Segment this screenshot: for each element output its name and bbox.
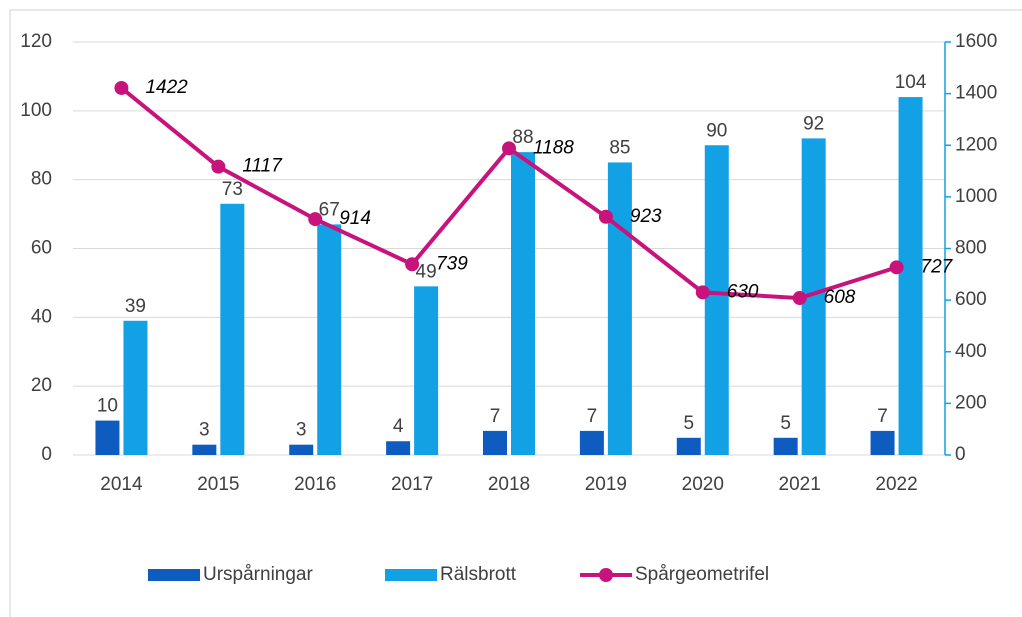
line-value-label: 923 (630, 206, 662, 227)
bar-value-label: 85 (609, 137, 630, 158)
y2-tick-label: 1400 (955, 83, 997, 104)
chart-frame (9, 9, 1022, 617)
bar (511, 152, 535, 455)
bar-value-label: 49 (416, 261, 437, 282)
bar (414, 286, 439, 455)
bar (123, 320, 148, 455)
line-marker (889, 260, 904, 275)
bar (898, 97, 923, 456)
bar (607, 162, 632, 456)
bar (704, 145, 729, 455)
x-tick-label: 2021 (779, 474, 821, 495)
x-tick-label: 2017 (391, 474, 433, 495)
legend-swatch (148, 569, 200, 581)
bar-value-label: 92 (803, 113, 824, 134)
line-value-label: 1117 (242, 156, 283, 177)
bar-value-label: 5 (683, 413, 694, 434)
y2-tick-label: 1000 (955, 186, 997, 207)
line-marker (405, 257, 420, 272)
legend-swatch (385, 569, 437, 581)
y2-tick-label: 400 (955, 341, 987, 362)
bar-value-label: 73 (222, 179, 243, 200)
line-marker (211, 159, 226, 174)
y-tick-label: 120 (20, 31, 52, 52)
x-tick-label: 2015 (197, 474, 239, 495)
bar-value-label: 90 (706, 120, 727, 141)
bar-value-label: 5 (780, 413, 791, 434)
line-marker (114, 80, 129, 95)
y-tick-label: 20 (31, 375, 52, 396)
y2-tick-label: 200 (955, 392, 987, 413)
bar-value-label: 104 (895, 72, 927, 93)
x-tick-label: 2020 (682, 474, 724, 495)
legend-label: Urspårningar (203, 564, 313, 585)
y2-tick-label: 800 (955, 238, 987, 259)
bar (483, 430, 507, 455)
line-marker (598, 209, 613, 224)
bar (773, 437, 798, 455)
line-marker (695, 285, 710, 300)
line-value-label: 1422 (145, 77, 188, 98)
bar (95, 420, 120, 455)
x-tick-label: 2019 (585, 474, 627, 495)
line-value-label: 1188 (533, 137, 574, 158)
bar (317, 224, 342, 455)
line-marker (502, 141, 516, 156)
bar-value-label: 3 (199, 420, 210, 441)
bar-value-label: 4 (393, 416, 404, 437)
line-value-label: 727 (921, 256, 954, 277)
x-tick-label: 2014 (100, 474, 143, 495)
legend-label: Spårgeometrifel (635, 564, 769, 585)
line-marker (308, 212, 323, 227)
bar (192, 444, 217, 455)
y-tick-label: 0 (41, 444, 52, 465)
bar (676, 437, 701, 455)
y-tick-label: 80 (31, 169, 52, 190)
bar-value-label: 39 (125, 296, 146, 317)
legend-label: Rälsbrott (440, 564, 517, 585)
line-value-label: 630 (727, 281, 759, 302)
bar-value-label: 67 (319, 199, 340, 220)
bar (386, 441, 411, 455)
x-tick-label: 2022 (875, 474, 917, 495)
y2-tick-label: 1600 (955, 31, 997, 52)
y-tick-label: 60 (31, 238, 52, 259)
y2-tick-label: 0 (955, 444, 966, 465)
bar-value-label: 88 (512, 127, 533, 148)
legend-swatch-marker (599, 568, 613, 582)
x-tick-label: 2018 (488, 474, 530, 495)
bar-value-label: 7 (490, 406, 501, 427)
bar-value-label: 10 (97, 396, 118, 417)
y2-tick-label: 600 (955, 289, 987, 310)
bar (289, 444, 314, 455)
bar-value-label: 7 (877, 406, 888, 427)
bar-value-label: 7 (587, 406, 598, 427)
bar (579, 430, 604, 455)
bar-value-label: 3 (296, 420, 307, 441)
line-value-label: 608 (824, 287, 856, 308)
y-tick-label: 100 (20, 100, 52, 121)
bar (220, 203, 245, 455)
x-tick-label: 2016 (294, 474, 336, 495)
y2-tick-label: 1200 (955, 134, 997, 155)
line-marker (792, 291, 807, 306)
bar (870, 430, 895, 455)
line-value-label: 914 (339, 208, 371, 229)
y-tick-label: 40 (31, 306, 52, 327)
line-value-label: 739 (436, 253, 468, 274)
